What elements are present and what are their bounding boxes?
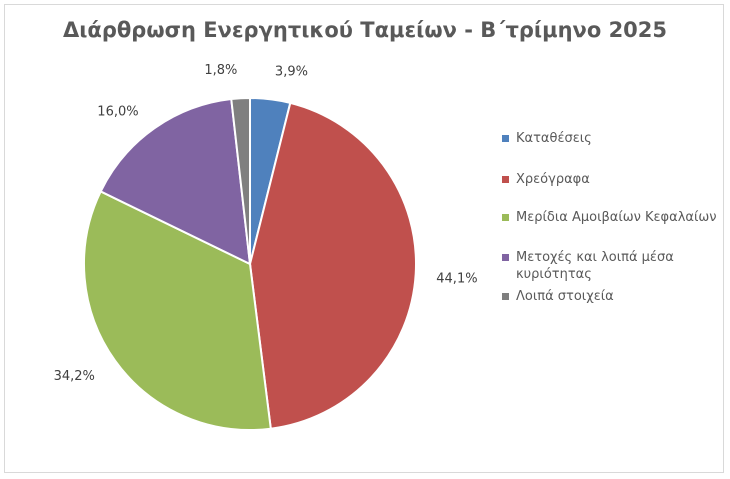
legend-label-securities: Χρεόγραφα: [516, 172, 590, 187]
legend-swatch-securities: [502, 176, 509, 183]
legend-label-mutual-funds: Μερίδια Αμοιβαίων Κεφαλαίων: [516, 210, 717, 225]
legend-label-equities: Μετοχές και λοιπά μέσα κυριότητας: [516, 250, 674, 282]
legend-item-equities: Μετοχές και λοιπά μέσα κυριότητας: [502, 249, 696, 283]
legend-swatch-equities: [502, 254, 509, 261]
data-label-deposits: 3,9%: [275, 64, 308, 79]
pie-slice-other: [230, 96, 251, 265]
legend: Καταθέσεις Χρεόγραφα Μερίδια Αμοιβαίων Κ…: [502, 130, 717, 305]
data-label-mutual-funds: 34,2%: [54, 369, 95, 384]
legend-swatch-other: [502, 293, 509, 300]
legend-label-deposits: Καταθέσεις: [516, 131, 592, 146]
pie-slice-equities: [99, 97, 252, 266]
chart-title: Διάρθρωση Ενεργητικού Ταμείων - Β΄τρίμην…: [62, 18, 668, 42]
legend-item-securities: Χρεόγραφα: [502, 171, 717, 188]
legend-item-deposits: Καταθέσεις: [502, 130, 717, 147]
pie-slice-securities: [248, 101, 417, 430]
legend-item-other: Λοιπά στοιχεία: [502, 288, 717, 305]
pie-slice-mutual-funds: [83, 190, 272, 431]
legend-item-mutual-funds: Μερίδια Αμοιβαίων Κεφαλαίων: [502, 209, 717, 226]
legend-swatch-mutual-funds: [502, 214, 509, 221]
data-label-equities: 16,0%: [97, 105, 138, 120]
data-label-other: 1,8%: [204, 63, 237, 78]
legend-swatch-deposits: [502, 135, 509, 142]
legend-label-other: Λοιπά στοιχεία: [516, 289, 614, 304]
data-label-securities: 44,1%: [436, 271, 477, 286]
